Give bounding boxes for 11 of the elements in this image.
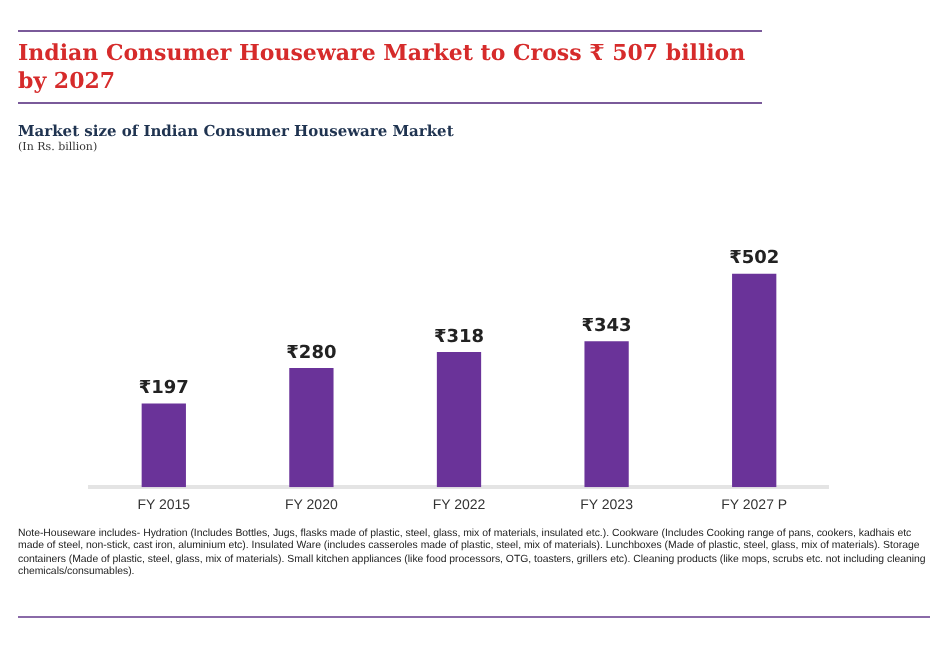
data-label: ₹280 — [286, 343, 337, 364]
data-label: ₹318 — [433, 327, 485, 348]
data-label: ₹502 — [729, 249, 780, 270]
bar — [732, 273, 777, 488]
bar — [584, 341, 629, 488]
chart-title: Indian Consumer Houseware Market to Cross ₹ 507 billion by 2027 — [18, 30, 762, 104]
bar — [289, 368, 334, 488]
data-label: ₹343 — [581, 317, 632, 337]
bar — [141, 403, 186, 488]
bar — [436, 351, 482, 488]
data-label: ₹197 — [138, 379, 189, 400]
